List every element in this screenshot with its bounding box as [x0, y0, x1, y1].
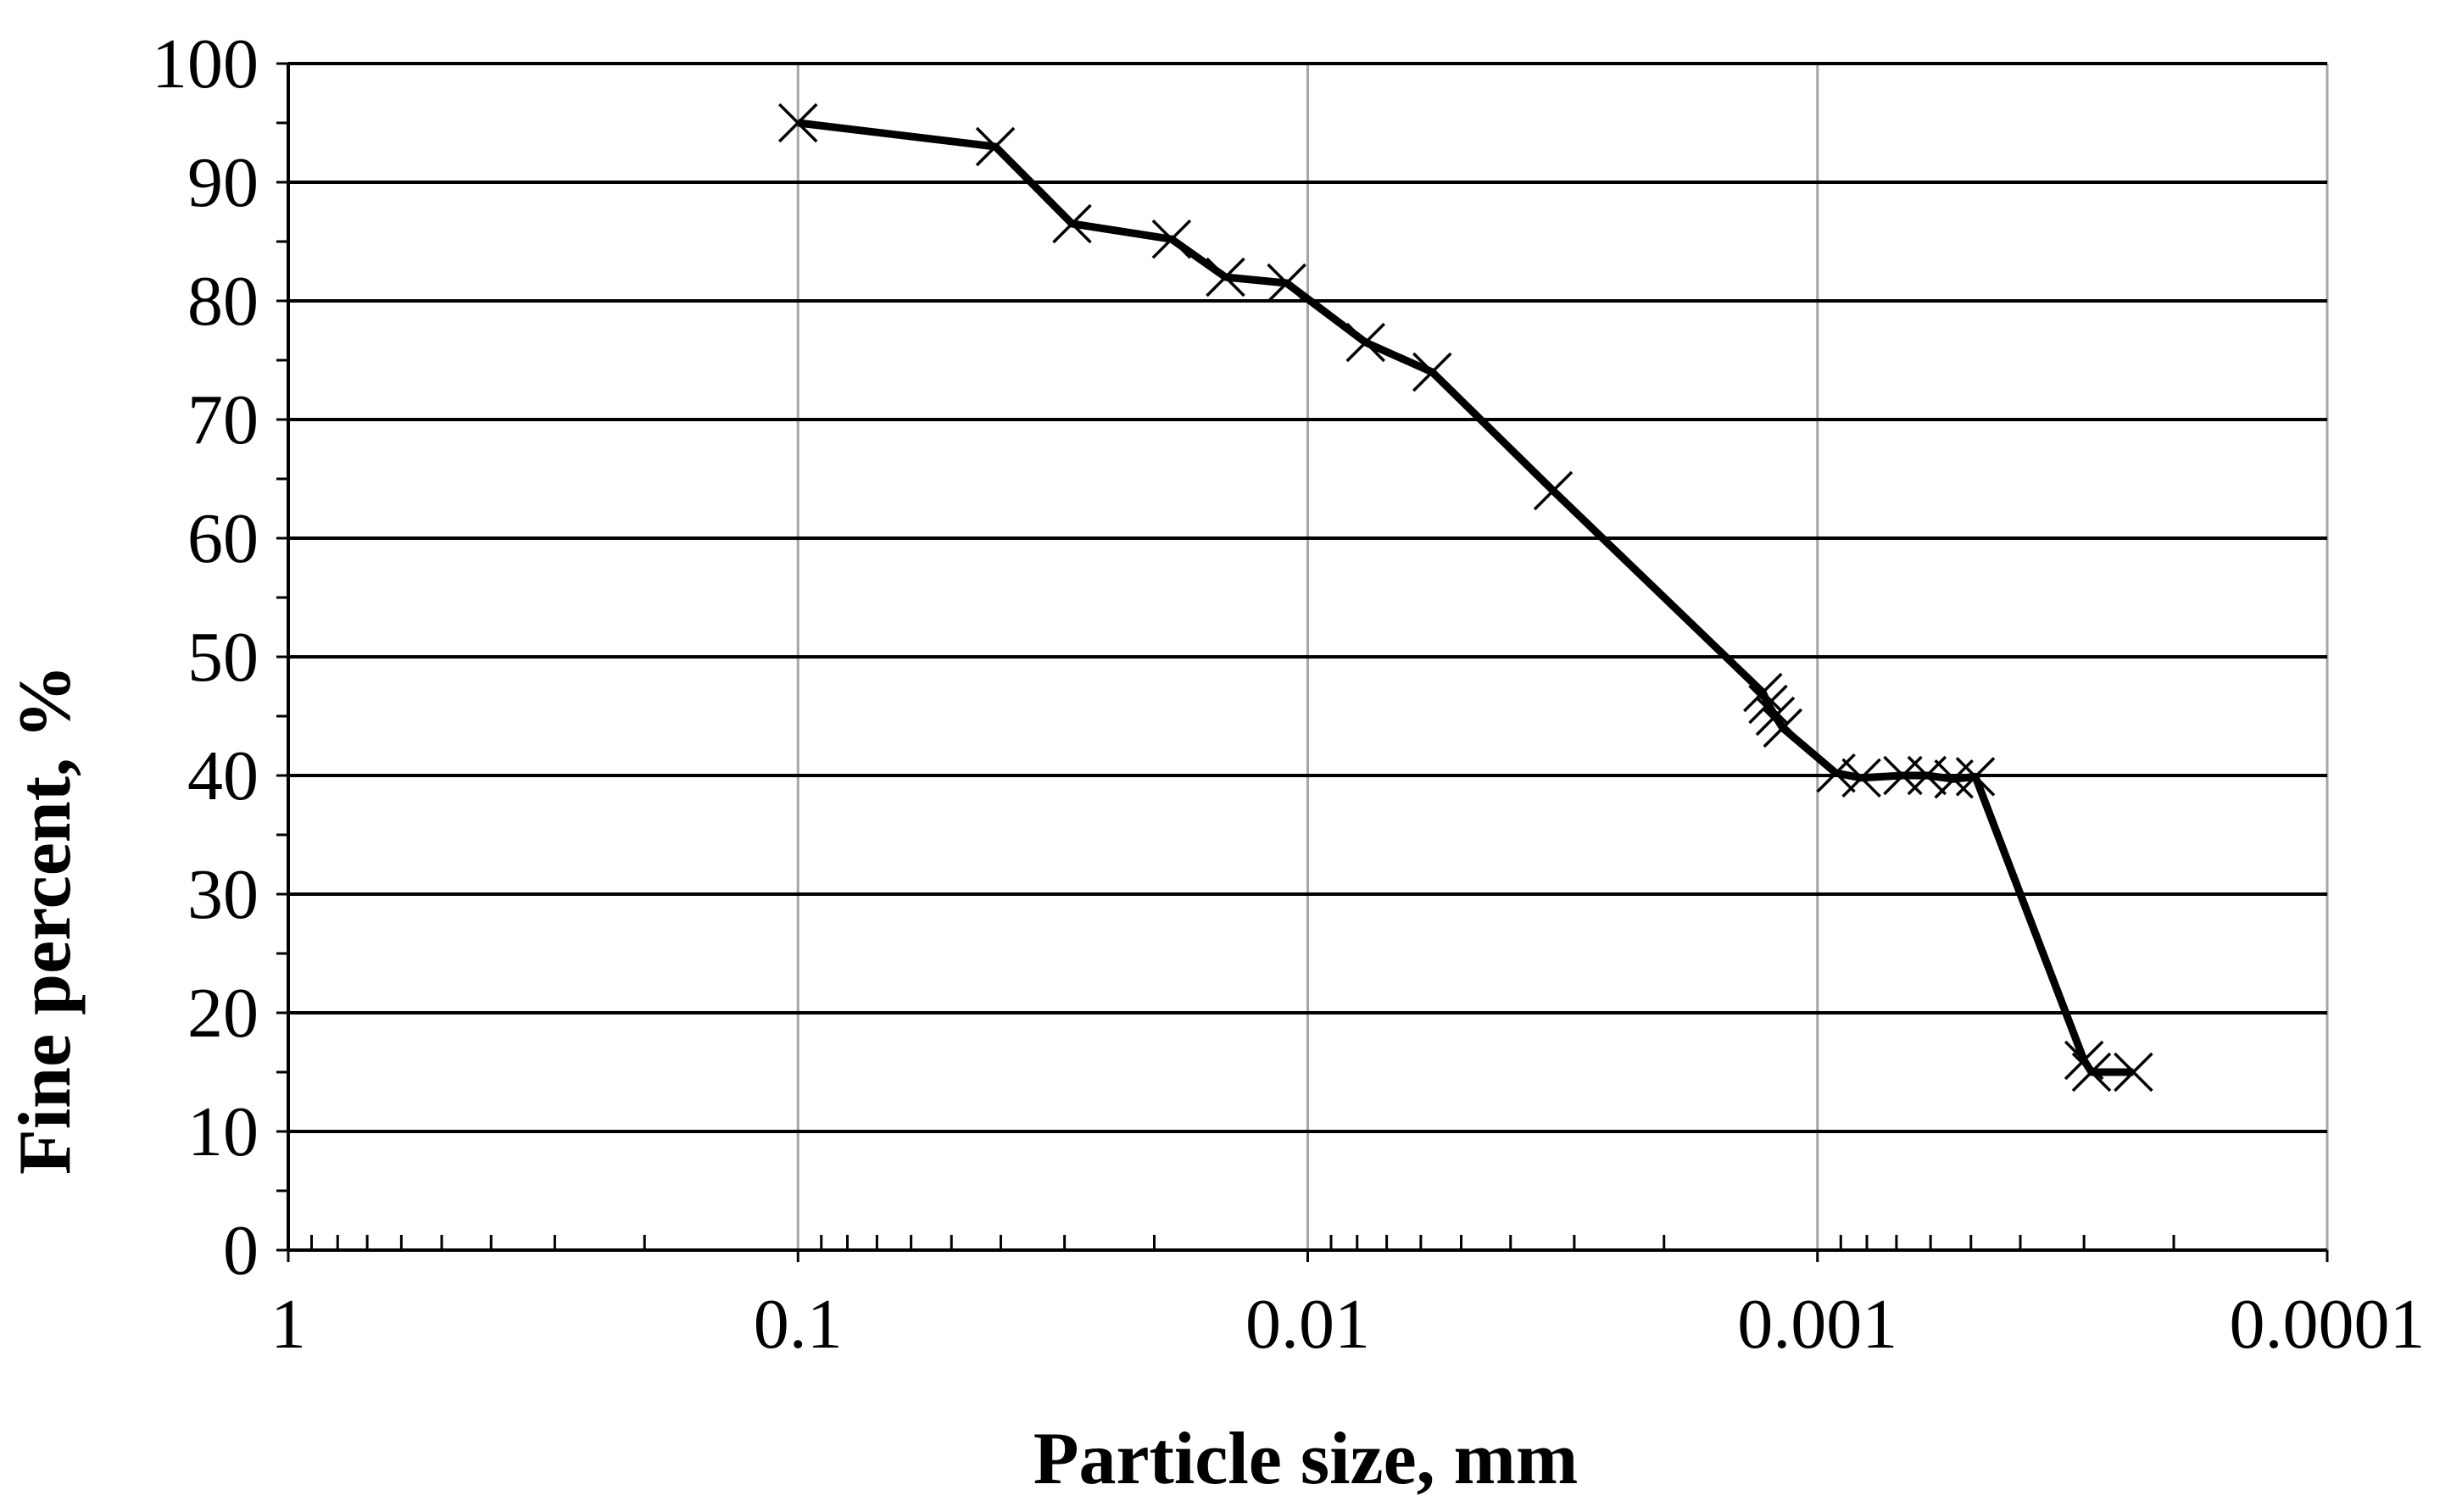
y-tick-label-1: 10: [187, 1092, 259, 1171]
data-point-marker-stroke: [1755, 696, 1796, 737]
data-point-marker: [1267, 263, 1306, 303]
data-point-marker-stroke: [1743, 672, 1783, 713]
axis-layer: [287, 64, 2327, 1252]
data-point-marker: [1412, 352, 1452, 392]
y-tick-label-7: 70: [187, 381, 259, 459]
y-tick-label-6: 60: [187, 499, 259, 578]
data-point-marker: [1151, 219, 1192, 259]
data-point-marker: [1955, 757, 1996, 797]
series-line-0: [797, 119, 2134, 1076]
y-tick-label-5: 50: [187, 618, 259, 697]
data-point-marker: [1841, 758, 1881, 798]
data-point-marker: [1748, 684, 1788, 725]
x-tick-label-4: 0.0001: [2230, 1285, 2426, 1364]
label-layer: 1 0.1 0.01 0.001 0.0001 0 10 20 30 40 50 60 70 80 90 10…: [152, 25, 2426, 1364]
data-point-marker-stroke: [1267, 263, 1306, 303]
data-point-marker-stroke: [2114, 1052, 2153, 1092]
data-point-marker-stroke: [2064, 1040, 2104, 1081]
y-tick-label-2: 20: [187, 974, 259, 1053]
y-tick-label-0: 0: [223, 1211, 259, 1290]
data-point-marker-stroke: [1345, 322, 1385, 363]
y-tick-label-8: 80: [187, 262, 259, 341]
data-point-marker-stroke: [1412, 352, 1452, 392]
x-tick-label-3: 0.001: [1737, 1285, 1897, 1364]
data-point-marker: [1763, 708, 1802, 748]
data-point-marker: [1533, 470, 1574, 511]
data-point-marker-stroke: [778, 103, 818, 143]
data-point-marker-stroke: [1052, 203, 1092, 244]
data-point-marker: [2114, 1052, 2153, 1092]
y-tick-label-4: 40: [187, 737, 259, 815]
data-point-marker: [1816, 753, 1856, 793]
data-point-marker-stroke: [1206, 257, 1245, 297]
data-point-marker: [1755, 696, 1796, 737]
data-point-marker: [1345, 322, 1385, 363]
x-axis-title: Particle size, mm: [1033, 1418, 1579, 1500]
tick-layer: [276, 62, 2329, 1262]
grid-layer: [288, 62, 2329, 1250]
data-point-marker: [1206, 257, 1245, 297]
x-tick-label-1: 0.1: [754, 1285, 843, 1364]
data-point-marker-stroke: [1816, 753, 1856, 793]
x-tick-label-2: 0.01: [1245, 1285, 1370, 1364]
data-point-marker: [1052, 203, 1092, 244]
y-tick-label-10: 100: [152, 25, 259, 103]
y-tick-label-3: 30: [187, 855, 259, 934]
data-point-marker: [975, 126, 1016, 167]
data-point-marker: [2071, 1052, 2112, 1092]
series-layer: [778, 103, 2153, 1092]
data-point-marker-stroke: [975, 126, 1016, 167]
data-point-marker-stroke: [2071, 1052, 2112, 1092]
data-point-marker-stroke: [1533, 470, 1574, 511]
data-point-marker: [2064, 1040, 2104, 1081]
data-point-marker-stroke: [1748, 684, 1788, 725]
y-tick-label-9: 90: [187, 143, 259, 222]
data-point-marker-stroke: [1763, 708, 1802, 748]
data-point-marker-stroke: [1955, 757, 1996, 797]
y-axis-title: Fine percent, %: [4, 664, 86, 1175]
data-point-marker: [1743, 672, 1783, 713]
x-tick-label-0: 1: [270, 1285, 306, 1364]
data-point-marker: [778, 103, 818, 143]
data-point-marker-stroke: [1841, 758, 1881, 798]
data-point-marker-stroke: [1151, 219, 1192, 259]
